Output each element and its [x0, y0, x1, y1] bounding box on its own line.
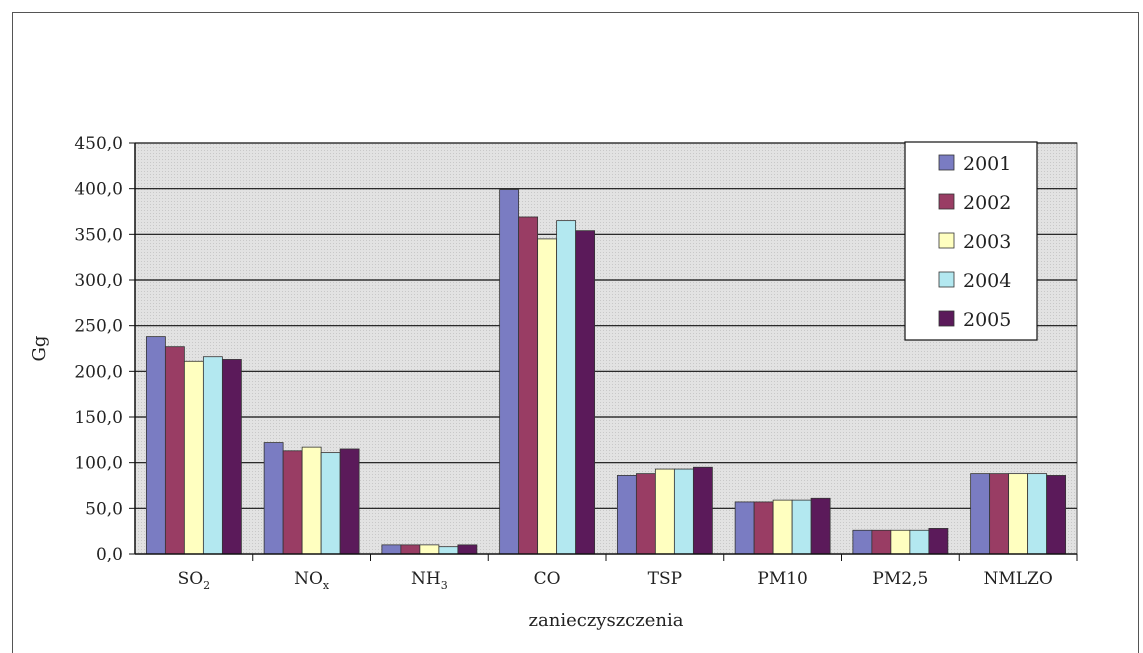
- bar-2001-1: [263, 442, 284, 555]
- y-axis-title: Gg: [29, 336, 50, 362]
- bar-2004-1: [320, 452, 341, 555]
- legend-box: [904, 141, 1038, 341]
- bar-2001-6: [852, 529, 873, 555]
- y-tick-label: 250,0: [74, 317, 123, 337]
- bar-2005-0: [221, 359, 242, 555]
- bar-2001-3: [499, 189, 520, 555]
- x-tick-label: NH3: [411, 569, 448, 592]
- bars: [145, 189, 1067, 555]
- bar-2002-4: [635, 473, 656, 555]
- bar-2004-6: [909, 529, 930, 555]
- bar-2002-6: [871, 529, 892, 555]
- bar-2003-4: [654, 468, 675, 555]
- bar-2005-3: [575, 230, 596, 555]
- bar-2002-5: [753, 501, 774, 555]
- bar-2005-5: [810, 497, 831, 555]
- bar-2001-5: [734, 501, 755, 555]
- legend-swatch-2001: [938, 154, 955, 171]
- bar-2003-6: [890, 529, 911, 555]
- bar-2005-6: [928, 528, 949, 555]
- y-tick-label: 300,0: [74, 271, 123, 291]
- x-tick-label: TSP: [648, 569, 682, 589]
- bar-2003-3: [537, 238, 558, 555]
- bar-2003-7: [1008, 473, 1029, 555]
- bar-2004-2: [438, 546, 459, 555]
- bar-2001-0: [145, 336, 166, 555]
- legend-label-2004: 2004: [963, 270, 1011, 292]
- x-axis-title: zanieczyszczenia: [529, 610, 684, 631]
- bar-2003-5: [772, 499, 793, 555]
- bar-2005-4: [692, 466, 713, 555]
- legend-swatch-2005: [938, 310, 955, 327]
- bar-2004-4: [673, 468, 694, 555]
- bar-2005-7: [1046, 475, 1067, 555]
- y-tick-label: 150,0: [74, 408, 123, 428]
- axes: [134, 143, 1078, 561]
- x-tick-label: NMLZO: [983, 569, 1052, 589]
- bar-2001-7: [970, 473, 991, 555]
- bar-2004-5: [791, 499, 812, 555]
- y-tick-label: 200,0: [74, 362, 123, 382]
- legend-swatch-2002: [938, 193, 955, 210]
- y-tick-label: 100,0: [74, 454, 123, 474]
- legend-label-2003: 2003: [963, 231, 1011, 253]
- y-tick-label: 0,0: [96, 545, 123, 565]
- legend-swatch-2003: [938, 232, 955, 249]
- legend-label-2002: 2002: [963, 192, 1011, 214]
- x-tick-label: CO: [534, 569, 561, 589]
- x-tick-label: PM2,5: [872, 569, 928, 589]
- bar-2001-4: [616, 475, 637, 555]
- bar-2002-1: [282, 450, 303, 555]
- bar-2001-2: [381, 544, 402, 555]
- legend-swatch-2004: [938, 271, 955, 288]
- x-tick-label: SO2: [178, 569, 211, 592]
- bar-2003-2: [419, 544, 440, 555]
- bar-2005-1: [339, 448, 360, 555]
- bar-2004-7: [1027, 473, 1048, 555]
- bar-2002-2: [400, 544, 421, 555]
- y-tick-label: 400,0: [74, 180, 123, 200]
- y-tick-label: 350,0: [74, 225, 123, 245]
- tick-labels: 0,0 50,0 100,0 150,0 200,0 250,0 300,0 350,0 400…: [74, 134, 1052, 592]
- legend-label-2005: 2005: [963, 309, 1011, 331]
- y-tick-label: 450,0: [74, 134, 123, 154]
- bar-2002-0: [164, 346, 185, 555]
- y-tick-label: 50,0: [85, 499, 123, 519]
- bar-2003-1: [301, 446, 322, 555]
- x-tick-label: NOx: [294, 569, 330, 592]
- bar-2002-3: [518, 216, 539, 555]
- legend-label-2001: 2001: [963, 153, 1011, 175]
- bar-2005-2: [457, 544, 478, 555]
- chart-frame: [12, 12, 1139, 653]
- legend: 2001 2002 2003 2004 2005: [904, 141, 1038, 341]
- bar-2002-7: [989, 473, 1010, 555]
- x-tick-label: PM10: [757, 569, 807, 589]
- bar-2004-0: [202, 356, 223, 555]
- bar-2004-3: [556, 220, 577, 555]
- bar-2003-0: [183, 360, 204, 555]
